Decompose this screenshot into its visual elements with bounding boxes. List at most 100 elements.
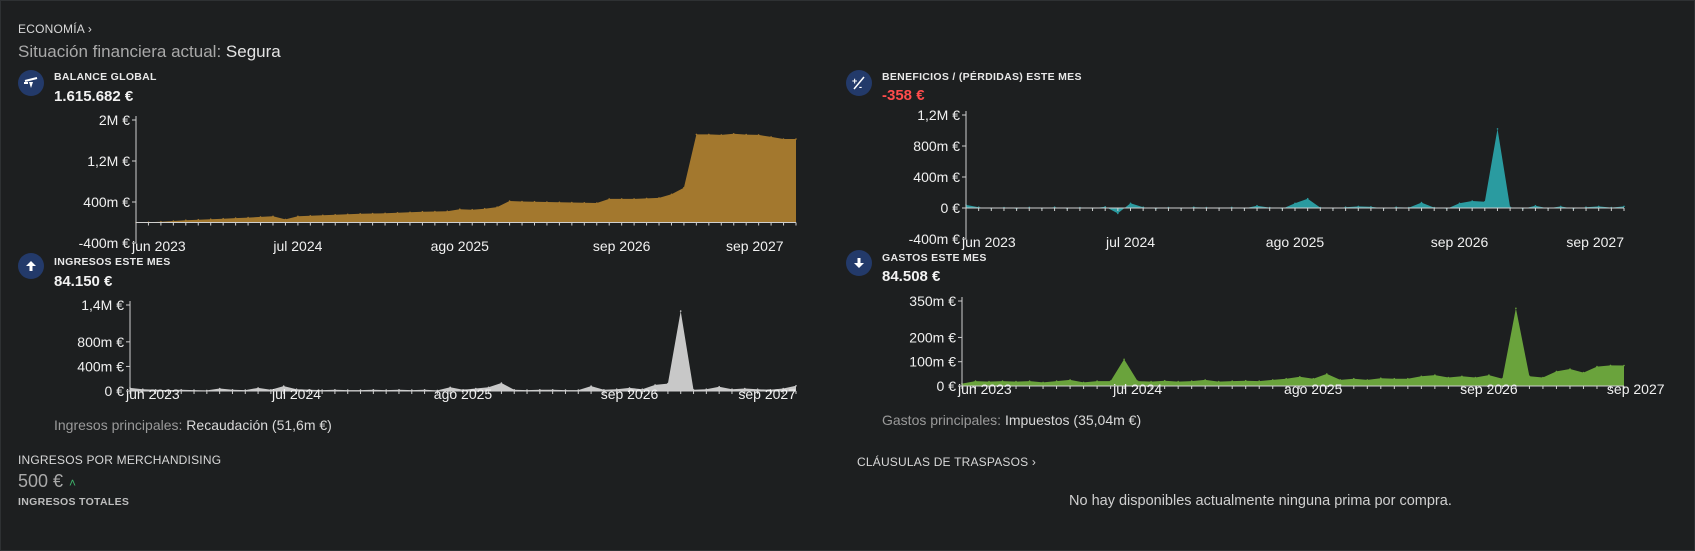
arrow-down-icon xyxy=(846,250,872,276)
balance-point xyxy=(770,136,772,138)
merchandising-label: INGRESOS POR MERCHANDISING xyxy=(18,453,222,467)
income-point xyxy=(449,386,452,389)
expenses-point xyxy=(1542,376,1544,379)
expenses-point xyxy=(1488,374,1490,376)
income-point xyxy=(628,387,631,389)
profit-point xyxy=(1559,205,1562,208)
expenses-point xyxy=(1434,374,1436,376)
breadcrumb-economia[interactable]: ECONOMÍA › xyxy=(18,22,92,36)
profit-point xyxy=(1104,206,1106,208)
income-point xyxy=(487,386,490,389)
profit-value: -358 € xyxy=(882,87,925,104)
balance-point xyxy=(185,219,187,221)
expenses-point xyxy=(1380,377,1382,380)
expenses-point xyxy=(1123,358,1125,361)
balance-point xyxy=(197,218,200,221)
income-point xyxy=(295,388,298,391)
expenses-point xyxy=(1217,380,1220,383)
expenses-main-value: Impuestos (35,04m €) xyxy=(1004,412,1142,428)
income-y-tick-label: 400m € xyxy=(77,358,124,374)
income-point xyxy=(679,310,682,312)
income-x-tick-label: sep 2026 xyxy=(601,386,659,402)
balance-y-tick-label: 1,2M € xyxy=(87,153,130,169)
expenses-point xyxy=(1028,380,1031,382)
svg-text:+: + xyxy=(852,76,857,86)
breadcrumb-label: ECONOMÍA xyxy=(18,22,85,36)
expenses-x-tick-label: jul 2024 xyxy=(1112,381,1162,397)
profit-y-tick-label: 800m € xyxy=(913,138,960,154)
profit-y-tick-label: 400m € xyxy=(913,169,960,185)
balance-point xyxy=(583,202,586,204)
profit-point xyxy=(1256,204,1258,207)
expenses-point xyxy=(1082,381,1085,384)
balance-point xyxy=(421,210,424,213)
balance-area xyxy=(136,133,796,223)
balance-x-tick-label: jul 2024 xyxy=(272,238,322,254)
balance-point xyxy=(620,198,623,200)
caret-up-icon: ˄ xyxy=(69,476,77,490)
balance-y-tick-label: 2M € xyxy=(99,112,130,128)
income-point xyxy=(500,382,503,384)
expenses-x-tick-label: sep 2026 xyxy=(1460,381,1518,397)
balance-point xyxy=(658,197,660,199)
balance-point xyxy=(384,212,386,215)
expenses-point xyxy=(1271,379,1274,381)
profit-point xyxy=(1458,202,1461,205)
svg-text:-: - xyxy=(859,82,862,91)
profit-point xyxy=(1623,205,1625,208)
profit-point xyxy=(1496,128,1499,130)
profit-point xyxy=(1117,212,1119,215)
income-point xyxy=(744,387,746,390)
expenses-area xyxy=(962,308,1624,386)
expenses-y-tick-label: 0 € xyxy=(937,378,957,394)
expenses-point xyxy=(1163,379,1166,382)
balance-point xyxy=(234,217,237,219)
balance-point xyxy=(708,133,710,136)
balance-point xyxy=(732,133,735,135)
profit-point xyxy=(1420,201,1423,204)
profit-x-tick-label: jun 2023 xyxy=(961,234,1016,250)
balance-point xyxy=(209,218,212,220)
balance-point xyxy=(222,217,224,220)
transfer-clauses-link[interactable]: CLÁUSULAS DE TRASPASOS › xyxy=(857,455,1036,469)
income-point xyxy=(692,389,695,391)
balance-point xyxy=(297,215,299,218)
balance-y-tick-label: 400m € xyxy=(83,194,130,210)
income-label: INGRESOS ESTE MES xyxy=(54,256,171,268)
balance-point xyxy=(757,134,760,136)
profit-point xyxy=(1484,201,1486,203)
profit-point xyxy=(1597,205,1600,208)
status-value: Segura xyxy=(225,42,281,61)
profit-y-tick-label: 1,2M € xyxy=(917,107,960,123)
balance-label: BALANCE GLOBAL xyxy=(54,71,157,83)
profit-x-tick-label: sep 2026 xyxy=(1431,234,1489,250)
income-point xyxy=(590,385,592,387)
expenses-point xyxy=(1353,377,1355,380)
balance-point xyxy=(745,133,747,136)
balance-point xyxy=(172,220,175,222)
balance-point xyxy=(496,206,498,208)
profit-point xyxy=(1370,206,1372,208)
expenses-point xyxy=(1366,379,1369,381)
profit-label: BENEFICIOS / (PÉRDIDAS) ESTE MES xyxy=(882,71,1082,83)
income-point xyxy=(462,389,464,391)
balance-x-tick-label: sep 2026 xyxy=(593,238,651,254)
balance-point xyxy=(483,207,486,210)
expenses-point xyxy=(1569,368,1571,370)
expenses-point xyxy=(1190,380,1193,382)
balance-point xyxy=(695,133,698,136)
chevron-right-icon: › xyxy=(87,22,93,36)
transfer-clauses-label: CLÁUSULAS DE TRASPASOS xyxy=(857,455,1029,469)
expenses-point xyxy=(1258,380,1260,382)
expenses-point xyxy=(1501,377,1504,380)
expenses-point xyxy=(1555,370,1558,373)
income-point xyxy=(782,387,784,390)
balance-point xyxy=(670,193,673,196)
balance-x-tick-label: sep 2027 xyxy=(726,238,784,254)
balance-point xyxy=(334,214,337,216)
expenses-point xyxy=(1326,373,1328,375)
expenses-point xyxy=(1231,380,1233,382)
income-point xyxy=(154,389,157,391)
expenses-x-tick-label: sep 2027 xyxy=(1607,381,1665,397)
